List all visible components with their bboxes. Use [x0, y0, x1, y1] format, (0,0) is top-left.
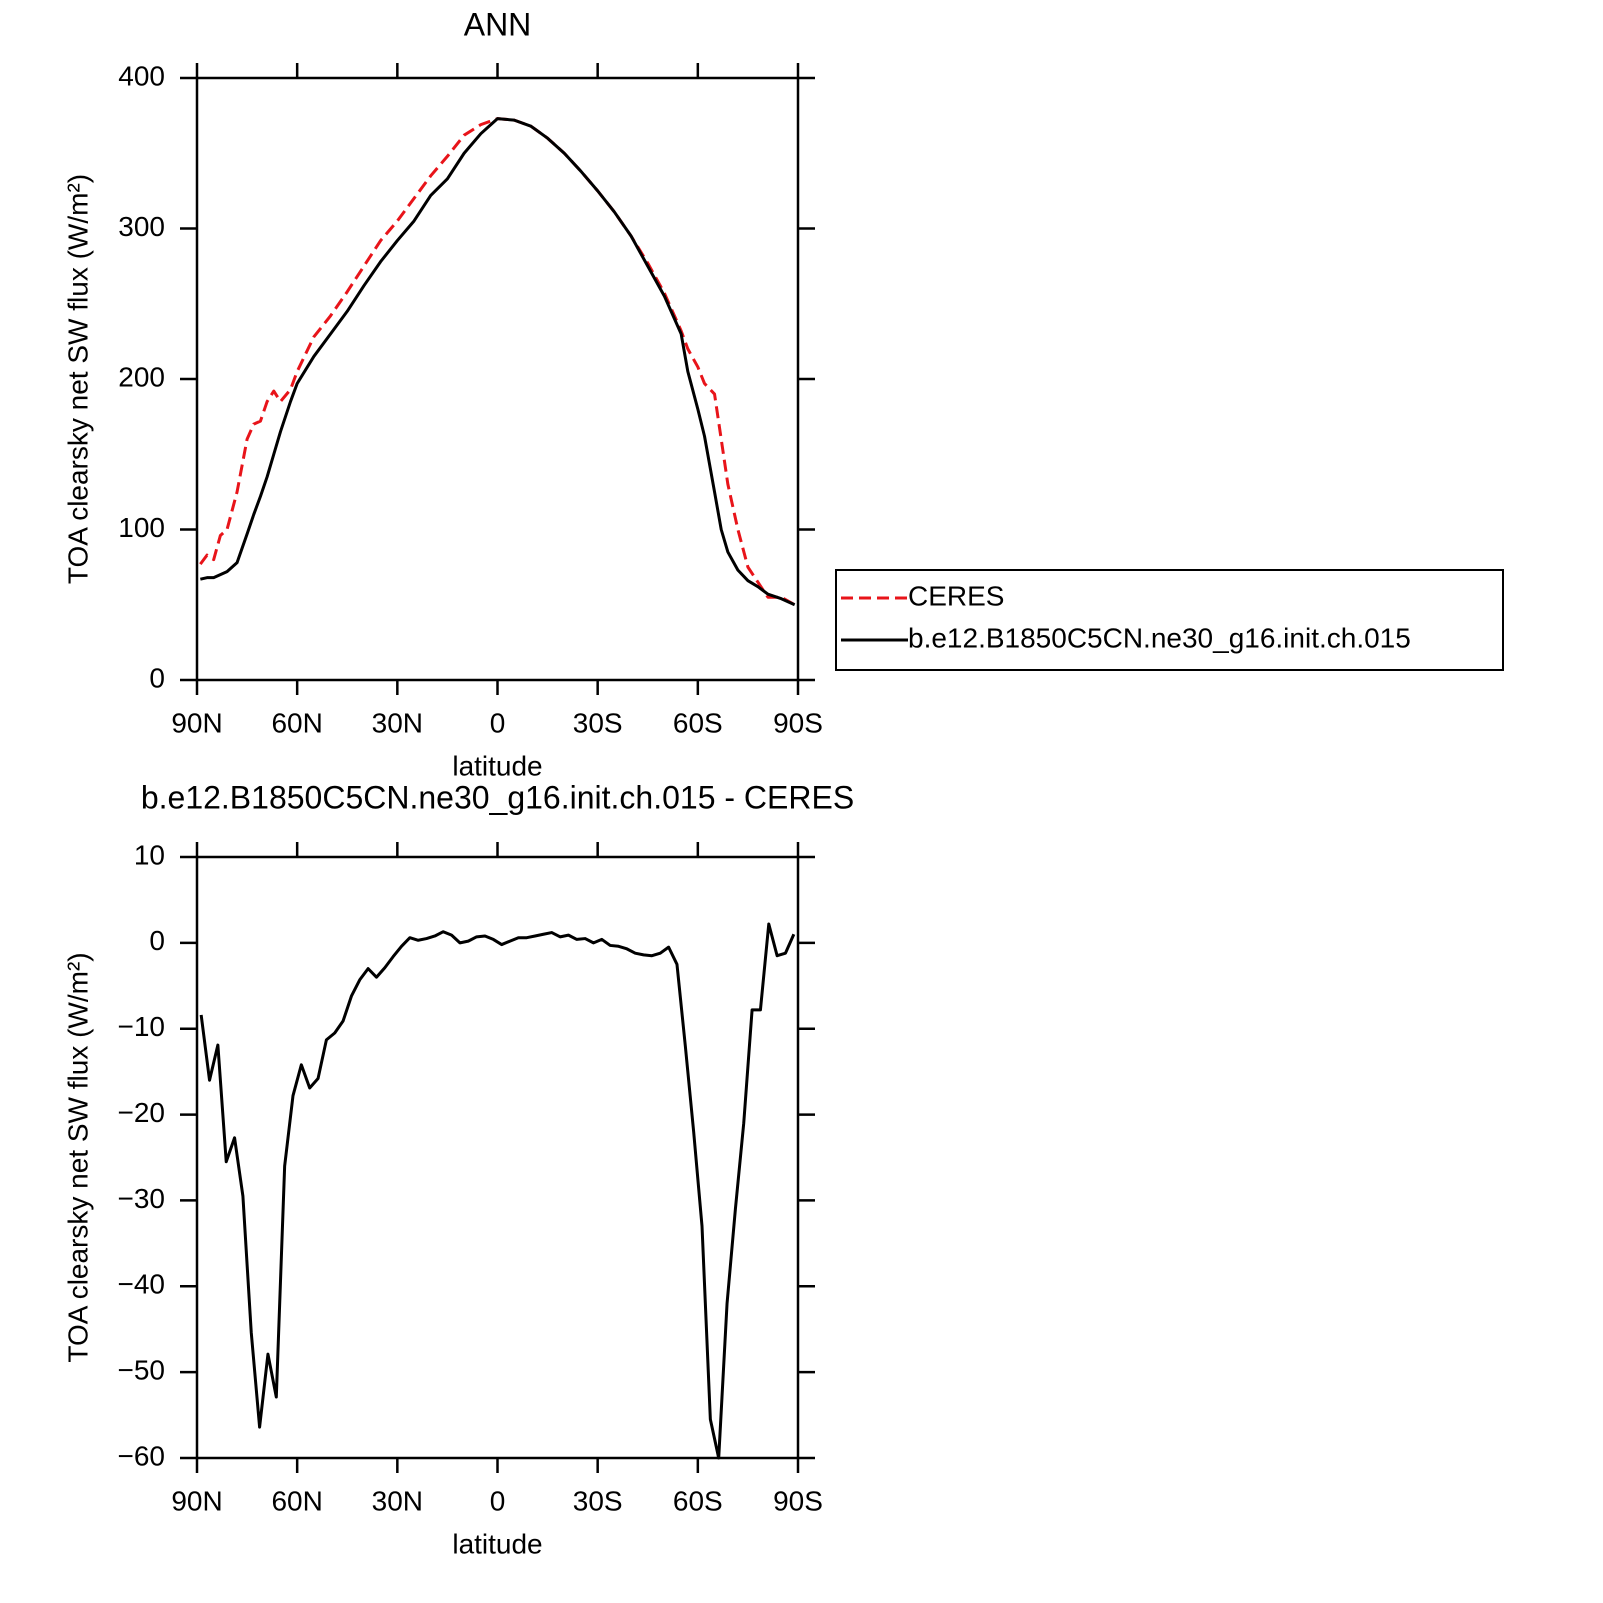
x-tick-label: 90S	[773, 707, 823, 738]
data-line	[199, 922, 796, 1460]
y-axis-label: TOA clearsky net SW flux (W/m²)	[62, 174, 93, 584]
x-tick-label: 30N	[372, 1485, 423, 1516]
y-tick-label: 300	[118, 211, 165, 242]
x-tick-label: 90N	[171, 1485, 222, 1516]
y-tick-label: −30	[118, 1183, 166, 1214]
y-tick-label: 0	[149, 925, 165, 956]
x-tick-label: 60N	[271, 707, 322, 738]
y-tick-label: 100	[118, 512, 165, 543]
x-tick-label: 60S	[673, 707, 723, 738]
x-tick-label: 0	[490, 707, 506, 738]
y-axis-label: TOA clearsky net SW flux (W/m²)	[62, 952, 93, 1362]
x-tick-label: 60N	[271, 1485, 322, 1516]
x-tick-label: 30S	[573, 1485, 623, 1516]
data-line	[199, 117, 796, 607]
plot-frame	[195, 76, 800, 682]
x-tick-label: 60S	[673, 1485, 723, 1516]
chart-title: ANN	[464, 6, 532, 42]
legend-box	[835, 569, 1504, 671]
y-tick-label: −50	[118, 1355, 166, 1386]
y-tick-label: 0	[149, 662, 165, 693]
x-tick-label: 30S	[573, 707, 623, 738]
x-axis-label: latitude	[452, 750, 542, 781]
y-tick-label: 400	[118, 60, 165, 91]
plot-frame	[195, 855, 800, 1460]
legend-label: b.e12.B1850C5CN.ne30_g16.init.ch.015	[908, 622, 1411, 653]
x-tick-label: 90S	[773, 1485, 823, 1516]
y-tick-label: 200	[118, 361, 165, 392]
legend-label: CERES	[908, 580, 1004, 611]
x-axis-label: latitude	[452, 1528, 542, 1559]
chart-title: b.e12.B1850C5CN.ne30_g16.init.ch.015 - C…	[141, 779, 854, 815]
y-tick-label: −20	[118, 1097, 166, 1128]
y-tick-label: 10	[134, 839, 165, 870]
y-tick-label: −10	[118, 1011, 166, 1042]
x-tick-label: 0	[490, 1485, 506, 1516]
y-tick-label: −60	[118, 1440, 166, 1471]
x-tick-label: 90N	[171, 707, 222, 738]
data-line	[200, 117, 796, 607]
x-tick-label: 30N	[372, 707, 423, 738]
y-tick-label: −40	[118, 1269, 166, 1300]
